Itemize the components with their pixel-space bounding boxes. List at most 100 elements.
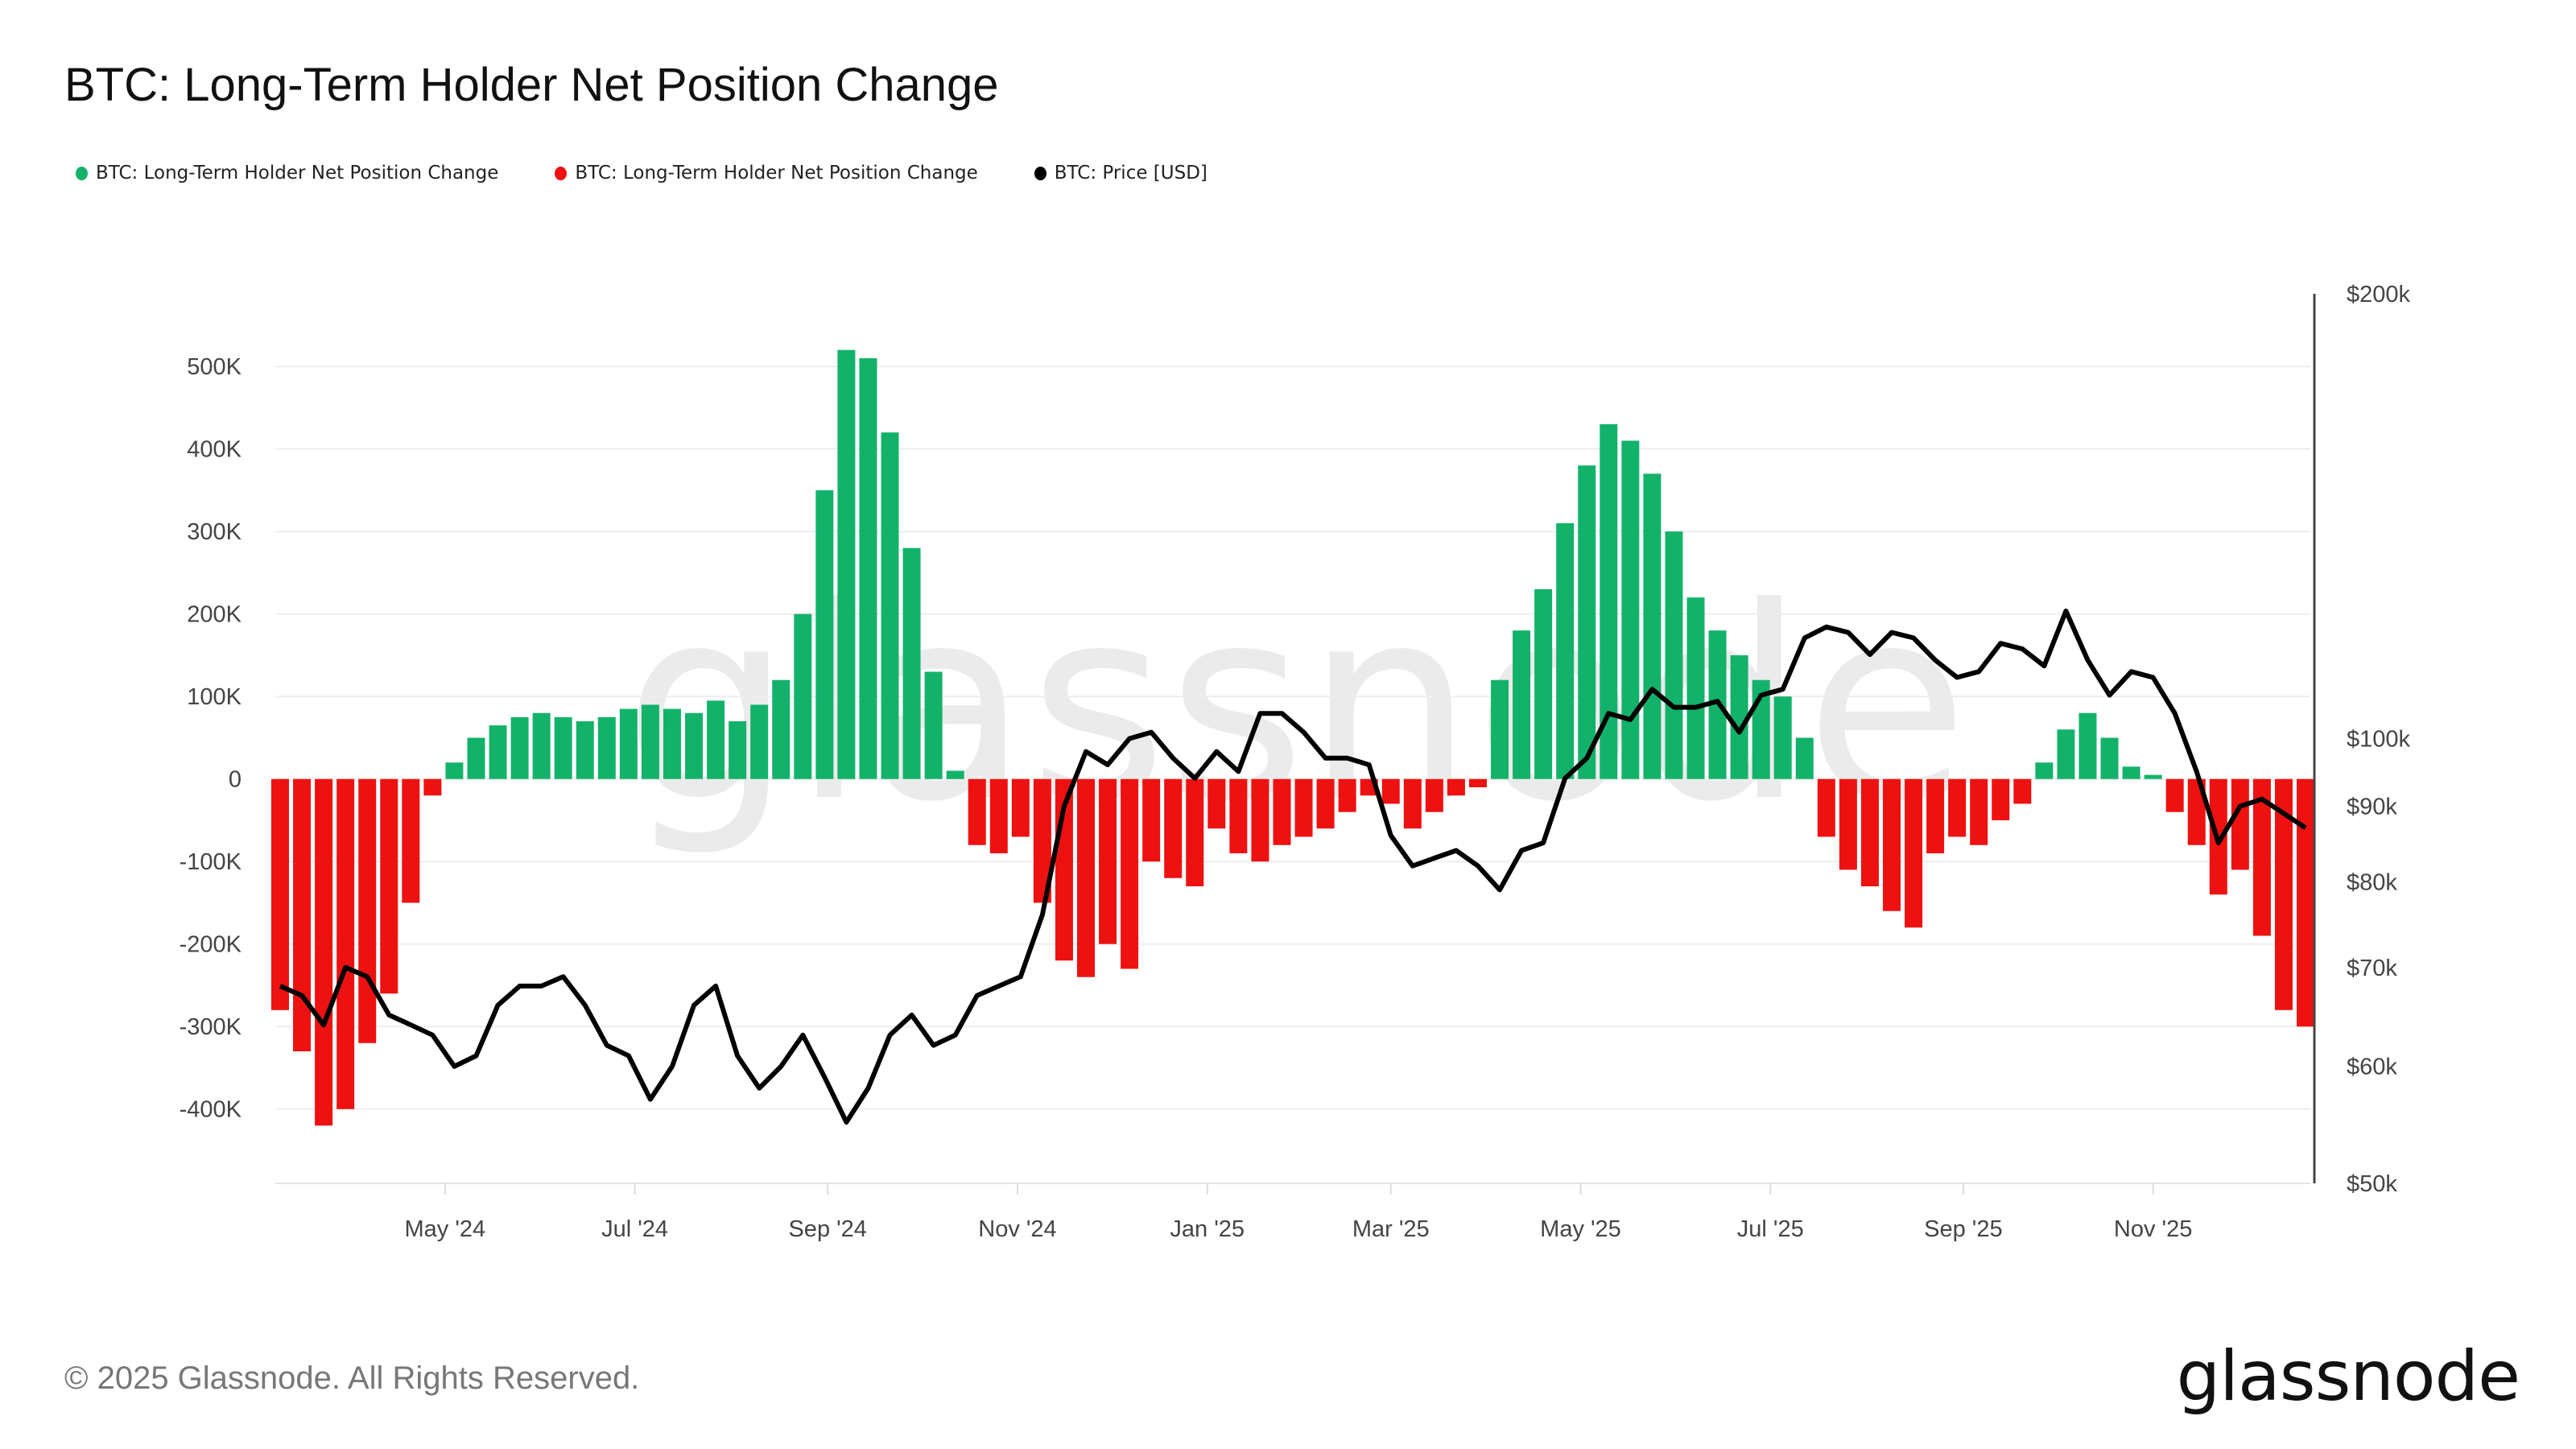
bar-negative (1011, 778, 1030, 837)
x-tick-label: Sep '24 (788, 1216, 866, 1242)
y-left-tick-label: 200K (187, 602, 242, 628)
bar-positive (1730, 654, 1748, 779)
bar-negative (1099, 778, 1117, 944)
y-right-tick-label: $90k (2347, 794, 2397, 819)
y-left-tick-label: 400K (187, 437, 242, 463)
y-left-tick-label: -300K (180, 1014, 242, 1040)
bar-positive (641, 704, 659, 779)
bar-positive (794, 613, 812, 779)
bar-positive (2035, 762, 2054, 779)
bar-negative (1121, 778, 1139, 969)
legend-label: BTC: Long-Term Holder Net Position Chang… (575, 163, 978, 184)
bar-negative (1425, 778, 1443, 812)
bar-negative (1882, 778, 1901, 911)
y-left-tick-label: -200K (180, 932, 242, 958)
y-right-ticks: $50k $60k $70k $80k $90k $100k $200k (2347, 282, 2411, 1197)
bar-negative (1403, 778, 1422, 829)
y-right-tick-label: $60k (2347, 1055, 2397, 1080)
bar-negative (402, 778, 420, 903)
x-tick-label: Sep '25 (1924, 1216, 2002, 1242)
y-right-tick-label: $50k (2347, 1171, 2397, 1197)
bar-positive (1513, 630, 1531, 779)
bar-negative (1229, 778, 1248, 853)
bar-positive (707, 700, 725, 779)
bar-positive (859, 357, 877, 779)
bar-positive (881, 432, 899, 779)
legend-item-negative[interactable]: BTC: Long-Term Holder Net Position Chang… (555, 163, 978, 184)
bar-positive (510, 716, 529, 779)
bar-positive (1491, 679, 1509, 779)
bar-negative (968, 778, 986, 845)
bar-positive (1534, 588, 1553, 779)
bar-negative (1164, 778, 1183, 878)
bar-positive (1600, 423, 1618, 779)
bar-positive (946, 770, 964, 779)
bar-positive (2122, 766, 2140, 779)
x-tick-label: Nov '25 (2114, 1216, 2192, 1242)
bar-negative (336, 778, 355, 1109)
y-left-tick-label: 300K (187, 519, 242, 545)
x-tick-label: Jul '25 (1737, 1216, 1804, 1242)
bar-positive (2079, 712, 2097, 779)
bar-negative (293, 778, 312, 1051)
bar-positive (445, 762, 464, 779)
bar-negative (1033, 778, 1051, 903)
x-tick-label: Jul '24 (601, 1216, 668, 1242)
legend: BTC: Long-Term Holder Net Position Chang… (76, 163, 1208, 184)
bar-negative (1208, 778, 1226, 829)
bar-positive (1556, 522, 1575, 779)
legend-label: BTC: Price [USD] (1054, 163, 1208, 184)
bar-negative (989, 778, 1008, 853)
bar-positive (772, 679, 791, 779)
bar-negative (1142, 778, 1161, 862)
bar-positive (1643, 473, 1662, 779)
bar-positive (750, 704, 769, 779)
bar-positive (619, 708, 638, 779)
y-right-tick-label: $200k (2347, 282, 2411, 308)
bar-positive (576, 720, 594, 779)
y-left-tick-label: 500K (187, 354, 242, 380)
glassnode-logo[interactable]: glassnode (2176, 1336, 2520, 1417)
bar-negative (1251, 778, 1269, 862)
x-tick-label: May '24 (405, 1216, 486, 1242)
y-left-tick-label: 0 (229, 767, 242, 793)
bar-positive (1795, 737, 1814, 779)
y-right-tick-label: $100k (2347, 727, 2411, 753)
legend-item-price[interactable]: BTC: Price [USD] (1034, 163, 1208, 184)
bar-negative (1338, 778, 1356, 812)
bar-negative (2297, 778, 2314, 1027)
black-dot-icon (1034, 166, 1046, 180)
x-tick-label: Jan '25 (1170, 1216, 1245, 1242)
bar-negative (1860, 778, 1879, 886)
bar-positive (729, 720, 747, 779)
bar-negative (2274, 778, 2293, 1010)
x-tick-label: Nov '24 (978, 1216, 1056, 1242)
y-left-ticks: -400K -300K -200K -100K 0 100K 200K 300K 400K 500… (180, 354, 242, 1123)
bar-positive (532, 712, 551, 779)
bar-positive (597, 716, 616, 779)
bar-negative (1076, 778, 1095, 977)
bar-negative (1926, 778, 1945, 853)
green-dot-icon (76, 166, 88, 180)
bar-negative (380, 778, 398, 994)
bar-negative (1186, 778, 1204, 886)
bar-negative (2252, 778, 2271, 936)
bar-positive (2100, 737, 2119, 779)
legend-label: BTC: Long-Term Holder Net Position Chang… (96, 163, 499, 184)
bar-negative (2187, 778, 2206, 845)
bar-negative (1992, 778, 2010, 820)
bar-negative (2013, 778, 2032, 804)
legend-item-positive[interactable]: BTC: Long-Term Holder Net Position Chang… (76, 163, 498, 184)
y-right-tick-label: $80k (2347, 869, 2397, 895)
bar-negative (1970, 778, 1988, 845)
bar-positive (2057, 729, 2075, 779)
bar-negative (1839, 778, 1857, 870)
y-left-tick-label: -100K (180, 849, 242, 875)
bar-positive (815, 489, 834, 779)
bar-positive (902, 547, 921, 779)
price-line (279, 609, 2307, 1125)
bar-positive (1686, 597, 1705, 779)
bar-negative (1294, 778, 1313, 837)
bar-negative (1273, 778, 1291, 845)
